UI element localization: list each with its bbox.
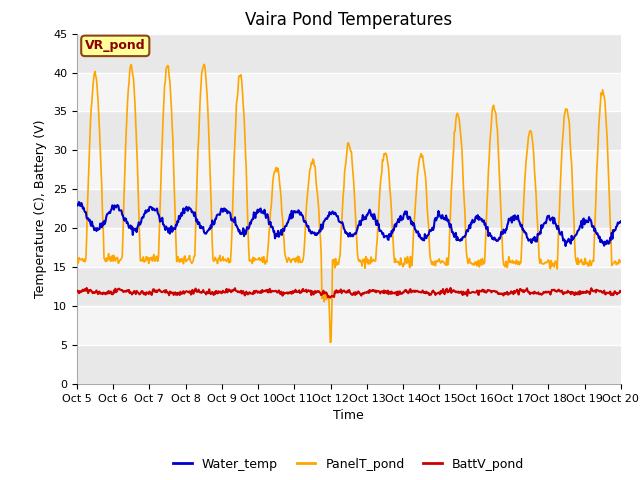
- X-axis label: Time: Time: [333, 409, 364, 422]
- Y-axis label: Temperature (C), Battery (V): Temperature (C), Battery (V): [35, 120, 47, 298]
- Bar: [77, 150, 621, 189]
- Bar: [77, 345, 621, 384]
- Bar: [77, 189, 621, 228]
- Bar: [77, 111, 621, 150]
- Legend: Water_temp, PanelT_pond, BattV_pond: Water_temp, PanelT_pond, BattV_pond: [168, 453, 529, 476]
- Bar: [77, 72, 621, 111]
- Bar: [77, 267, 621, 306]
- Text: VR_pond: VR_pond: [85, 39, 145, 52]
- Bar: [77, 34, 621, 72]
- Title: Vaira Pond Temperatures: Vaira Pond Temperatures: [245, 11, 452, 29]
- Bar: [77, 228, 621, 267]
- Bar: [77, 306, 621, 345]
